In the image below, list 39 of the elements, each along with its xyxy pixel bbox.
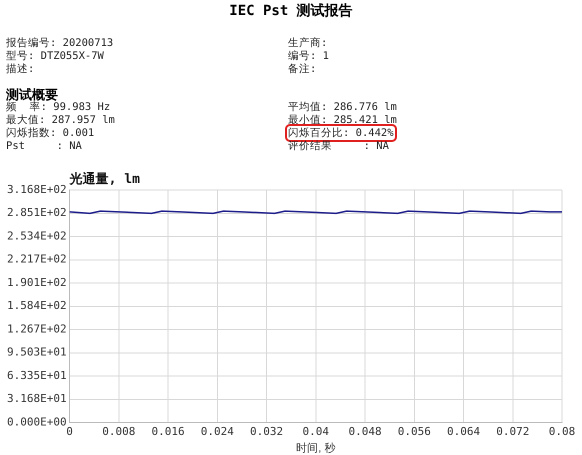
text: 备注: [288,63,316,75]
x-tick-label: 0 [66,424,73,438]
text: 最大值: 287.957 lm [6,114,115,126]
x-tick-label: 0.024 [200,424,234,438]
text: 型号: DTZ055X-7W [6,50,104,62]
x-axis-title: 时间, 秒 [296,441,336,454]
y-tick-label: 2.217E+02 [6,252,67,266]
text: 描述: [6,63,34,75]
text: 闪烁指数: 0.001 [6,127,94,139]
x-tick-label: 0.016 [152,424,185,438]
y-tick-label: 2.534E+02 [6,229,67,242]
text: 评价结果 : NA [288,140,389,152]
text: 报告编号: 20200713 [6,37,114,49]
y-tick-label: 1.584E+02 [6,299,67,312]
text: 生产商: [288,37,328,49]
outline-box: 闪烁百分比: 0.442% [288,127,394,139]
chart-title: IEC Pst 测试报告 [228,2,354,20]
x-tick-label: 0.08 [548,424,576,438]
y-tick-label: 6.335E+01 [6,368,67,382]
y-tick-label: 9.503E+01 [6,346,67,359]
text: 频 率: 99.983 Hz [6,101,110,113]
x-tick-label: 0.072 [496,424,530,438]
x-tick-label: 0.048 [348,424,382,438]
text: Pst : NA [6,140,82,152]
text: 编号: 1 [288,50,329,62]
x-tick-label: 0.032 [250,424,284,438]
text: 平均值: 286.776 lm [288,101,397,113]
y-axis-title: 光通量, lm [68,170,140,187]
y-tick-label: 2.851E+02 [6,206,67,220]
y-tick-label: 1.267E+02 [6,322,67,336]
x-tick-label: 0.04 [302,424,330,438]
y-tick-label: 3.168E+02 [6,182,67,196]
y-tick-label: 3.168E+01 [6,392,67,406]
y-tick-label: 1.901E+02 [6,276,67,289]
x-tick-label: 0.064 [446,424,480,438]
x-tick-label: 0.056 [398,424,431,438]
y-tick-label: 0.000E+00 [6,415,67,428]
text: 最小值: 285.421 lm [288,114,397,126]
x-tick-label: 0.008 [102,424,136,438]
